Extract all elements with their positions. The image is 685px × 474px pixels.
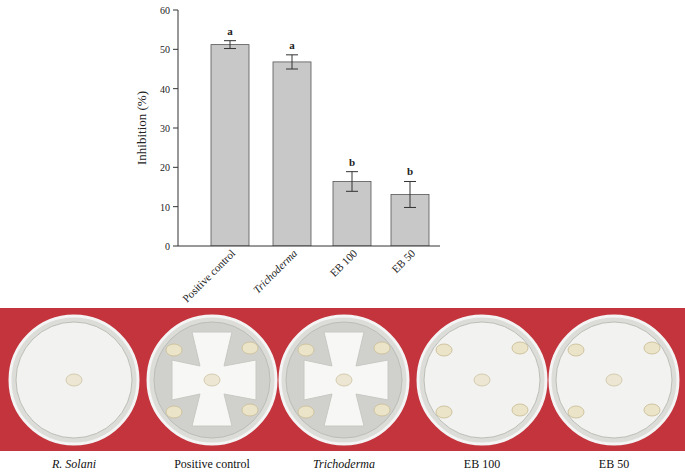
significance-letter: a bbox=[227, 25, 233, 37]
panel-label: R. Solani bbox=[51, 457, 96, 471]
significance-letter: b bbox=[349, 156, 355, 168]
panel-label: Positive control bbox=[174, 457, 250, 471]
y-tick bbox=[173, 246, 178, 247]
bar bbox=[273, 62, 311, 246]
petri-dish bbox=[10, 316, 138, 444]
panel-label: EB 100 bbox=[464, 457, 500, 471]
y-tick-label: 30 bbox=[160, 123, 170, 134]
root: a a b b 0 10 20 30 40 50 60 Inhibition (%) Positive … bbox=[0, 0, 685, 474]
y-axis-label: Inhibition (%) bbox=[134, 91, 149, 165]
error-bar bbox=[404, 181, 416, 207]
panel-background bbox=[0, 308, 685, 451]
petri-dish bbox=[148, 316, 276, 444]
panel-label: EB 50 bbox=[599, 457, 629, 471]
y-tick-label: 0 bbox=[165, 241, 170, 252]
y-tick bbox=[173, 167, 178, 168]
x-tick-label: EB 100 bbox=[327, 247, 359, 279]
y-tick-label: 10 bbox=[160, 202, 170, 213]
bars bbox=[211, 41, 429, 246]
x-tick-label: Positive control bbox=[180, 247, 238, 305]
y-tick-label: 20 bbox=[160, 162, 170, 173]
y-tick bbox=[173, 88, 178, 89]
significance-letter: b bbox=[407, 165, 413, 177]
petri-dish bbox=[550, 316, 678, 444]
photo-panel bbox=[0, 308, 685, 451]
y-tick bbox=[173, 206, 178, 207]
petri-dish bbox=[280, 316, 408, 444]
y-tick-label: 40 bbox=[160, 84, 170, 95]
y-tick bbox=[173, 49, 178, 50]
y-tick-label: 60 bbox=[160, 5, 170, 16]
y-tick-label: 50 bbox=[160, 44, 170, 55]
x-tick-label: Trichoderma bbox=[251, 247, 300, 296]
bar bbox=[211, 45, 249, 246]
error-bar bbox=[286, 55, 298, 69]
panel-label: Trichoderma bbox=[313, 457, 375, 471]
petri-dish bbox=[418, 316, 546, 444]
bar bbox=[333, 181, 371, 246]
figure: a a b b 0 10 20 30 40 50 60 Inhibition (%) Positive … bbox=[0, 0, 685, 474]
x-tick-label: EB 50 bbox=[389, 247, 418, 276]
x-axis bbox=[178, 246, 440, 247]
error-bar bbox=[224, 41, 236, 49]
significance-letter: a bbox=[289, 39, 295, 51]
y-tick bbox=[173, 10, 178, 11]
y-tick bbox=[173, 128, 178, 129]
error-bar bbox=[346, 172, 358, 192]
